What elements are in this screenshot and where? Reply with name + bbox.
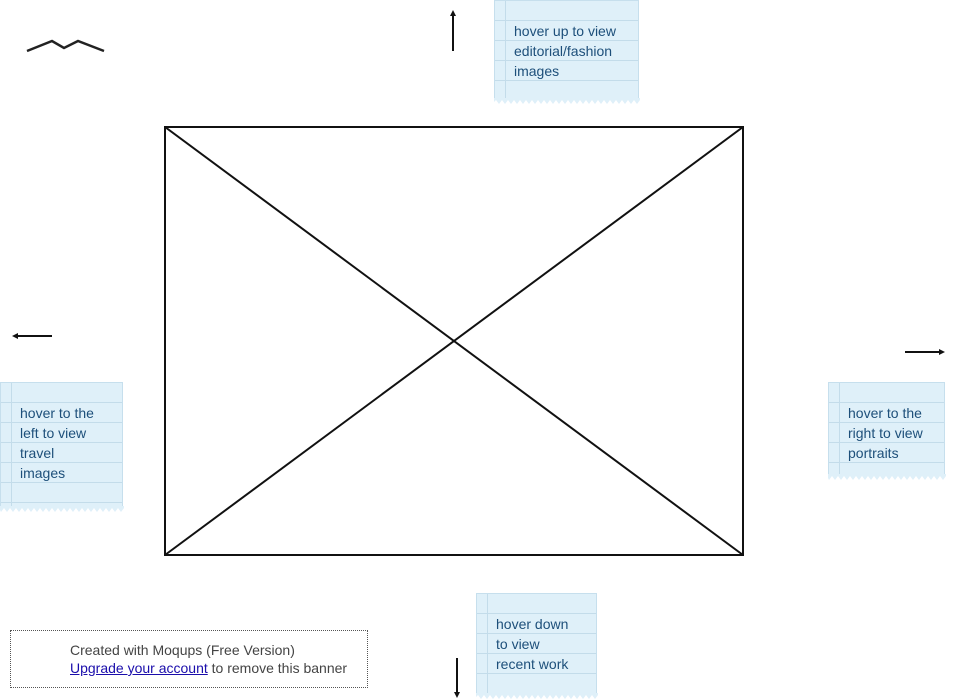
- note-line: travel: [20, 445, 55, 461]
- note-bottom-recent-work: hover down to view recent work: [476, 593, 598, 699]
- note-left-travel: hover to the left to view travel images: [0, 382, 124, 512]
- banner-remove-text: to remove this banner: [207, 660, 348, 676]
- arrow-down-icon[interactable]: [451, 656, 463, 700]
- note-right-portraits: hover to the right to view portraits: [828, 382, 946, 480]
- note-line: right to view: [848, 425, 923, 441]
- note-torn-edge: [494, 98, 640, 104]
- note-line: hover down: [496, 616, 569, 632]
- note-line: recent work: [496, 656, 569, 672]
- note-line: images: [514, 63, 560, 79]
- banner-upgrade-row: Upgrade your account to remove this bann…: [70, 660, 347, 676]
- note-torn-edge: [828, 474, 946, 480]
- arrow-up-icon[interactable]: [447, 8, 459, 52]
- note-line: hover to the: [20, 405, 94, 421]
- arrow-right-icon[interactable]: [903, 346, 947, 358]
- mountain-logo-icon[interactable]: [24, 36, 108, 56]
- note-line: left to view: [20, 425, 87, 441]
- banner-created-text: Created with Moqups (Free Version): [70, 642, 295, 658]
- note-line: hover up to view: [514, 23, 616, 39]
- note-line: editorial/fashion: [514, 43, 613, 59]
- note-line: portraits: [848, 445, 899, 461]
- note-line: images: [20, 465, 66, 481]
- image-placeholder-icon[interactable]: [164, 126, 744, 556]
- moqups-banner: Created with Moqups (Free Version) Upgra…: [10, 630, 368, 688]
- note-top-editorial: hover up to view editorial/fashion image…: [494, 0, 640, 104]
- note-line: hover to the: [848, 405, 922, 421]
- note-line: to view: [496, 636, 540, 652]
- note-torn-edge: [476, 693, 598, 699]
- note-torn-edge: [0, 506, 124, 512]
- upgrade-account-link[interactable]: Upgrade your account: [70, 660, 208, 676]
- arrow-left-icon[interactable]: [10, 330, 54, 342]
